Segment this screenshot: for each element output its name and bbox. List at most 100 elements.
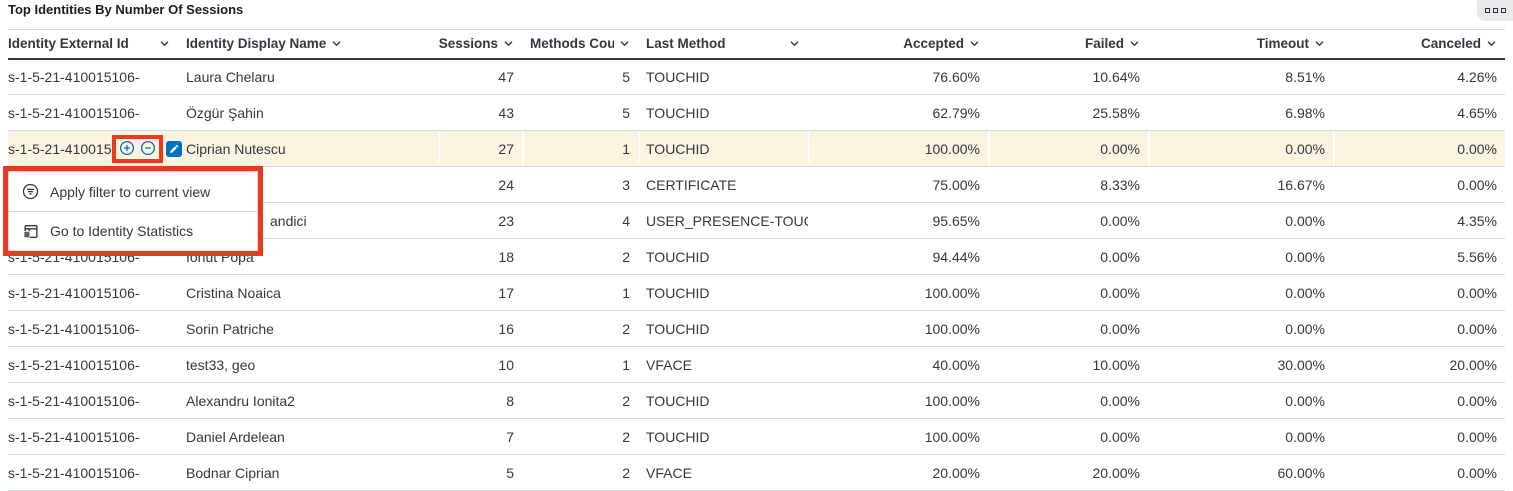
menu-item-identity-statistics[interactable]: Go to Identity Statistics bbox=[9, 211, 257, 250]
column-header-last_method[interactable]: Last Method bbox=[638, 29, 808, 60]
cell-canceled[interactable]: 0.00% bbox=[1333, 382, 1505, 419]
cell-external_id[interactable]: s-1-5-21-410015106- bbox=[8, 58, 178, 95]
cell-accepted[interactable]: 75.00% bbox=[808, 166, 988, 203]
cell-failed[interactable]: 10.64% bbox=[988, 58, 1148, 95]
column-header-methods_count[interactable]: Methods Count bbox=[522, 29, 638, 60]
cell-timeout[interactable]: 0.00% bbox=[1148, 382, 1333, 419]
cell-sessions[interactable]: 8 bbox=[438, 382, 522, 419]
cell-display_name[interactable]: Daniel Ardelean bbox=[178, 418, 438, 455]
cell-display_name[interactable]: Alexandru Ionita2 bbox=[178, 382, 438, 419]
cell-canceled[interactable]: 0.00% bbox=[1333, 418, 1505, 455]
cell-canceled[interactable]: 0.00% bbox=[1333, 454, 1505, 491]
menu-item-apply-filter[interactable]: Apply filter to current view bbox=[9, 172, 257, 211]
cell-last_method[interactable]: TOUCHID bbox=[638, 58, 808, 95]
cell-sessions[interactable]: 23 bbox=[438, 202, 522, 239]
cell-last_method[interactable]: TOUCHID bbox=[638, 382, 808, 419]
cell-timeout[interactable]: 6.98% bbox=[1148, 94, 1333, 131]
cell-external_id[interactable]: s-1-5-21-410015106- bbox=[8, 346, 178, 383]
cell-methods_count[interactable]: 3 bbox=[522, 166, 638, 203]
cell-last_method[interactable]: VFACE bbox=[638, 346, 808, 383]
cell-external_id[interactable]: s-1-5-21-410015106- bbox=[8, 310, 178, 347]
column-header-sessions[interactable]: Sessions bbox=[438, 29, 522, 60]
cell-canceled[interactable]: 20.00% bbox=[1333, 346, 1505, 383]
cell-accepted[interactable]: 94.44% bbox=[808, 238, 988, 275]
cell-methods_count[interactable]: 2 bbox=[522, 382, 638, 419]
cell-canceled[interactable]: 5.56% bbox=[1333, 238, 1505, 275]
cell-methods_count[interactable]: 2 bbox=[522, 310, 638, 347]
cell-sessions[interactable]: 17 bbox=[438, 274, 522, 311]
cell-canceled[interactable]: 0.00% bbox=[1333, 310, 1505, 347]
cell-timeout[interactable]: 30.00% bbox=[1148, 346, 1333, 383]
cell-methods_count[interactable]: 4 bbox=[522, 202, 638, 239]
cell-external_id[interactable]: s-1-5-21-410015106- bbox=[8, 418, 178, 455]
cell-sessions[interactable]: 5 bbox=[438, 454, 522, 491]
cell-external_id[interactable]: s-1-5-21-410015106- bbox=[8, 454, 178, 491]
cell-methods_count[interactable]: 2 bbox=[522, 238, 638, 275]
column-header-accepted[interactable]: Accepted bbox=[808, 29, 988, 60]
cell-accepted[interactable]: 100.00% bbox=[808, 382, 988, 419]
cell-external_id[interactable]: s-1-5-21-410015106- bbox=[8, 382, 178, 419]
cell-methods_count[interactable]: 1 bbox=[522, 130, 638, 167]
cell-methods_count[interactable]: 5 bbox=[522, 58, 638, 95]
cell-timeout[interactable]: 0.00% bbox=[1148, 418, 1333, 455]
cell-display_name[interactable]: Bodnar Ciprian bbox=[178, 454, 438, 491]
cell-sessions[interactable]: 10 bbox=[438, 346, 522, 383]
cell-display_name[interactable]: Laura Chelaru bbox=[178, 58, 438, 95]
cell-last_method[interactable]: USER_PRESENCE-TOUC bbox=[638, 202, 808, 239]
cell-display_name[interactable]: test33, geo bbox=[178, 346, 438, 383]
cell-failed[interactable]: 20.00% bbox=[988, 454, 1148, 491]
cell-accepted[interactable]: 62.79% bbox=[808, 94, 988, 131]
cell-failed[interactable]: 0.00% bbox=[988, 274, 1148, 311]
cell-accepted[interactable]: 100.00% bbox=[808, 274, 988, 311]
cell-failed[interactable]: 10.00% bbox=[988, 346, 1148, 383]
cell-timeout[interactable]: 0.00% bbox=[1148, 274, 1333, 311]
cell-sessions[interactable]: 7 bbox=[438, 418, 522, 455]
cell-accepted[interactable]: 20.00% bbox=[808, 454, 988, 491]
cell-last_method[interactable]: TOUCHID bbox=[638, 418, 808, 455]
cell-accepted[interactable]: 100.00% bbox=[808, 310, 988, 347]
cell-failed[interactable]: 25.58% bbox=[988, 94, 1148, 131]
cell-accepted[interactable]: 100.00% bbox=[808, 130, 988, 167]
cell-sessions[interactable]: 24 bbox=[438, 166, 522, 203]
cell-timeout[interactable]: 0.00% bbox=[1148, 238, 1333, 275]
cell-canceled[interactable]: 0.00% bbox=[1333, 274, 1505, 311]
cell-sessions[interactable]: 47 bbox=[438, 58, 522, 95]
cell-methods_count[interactable]: 1 bbox=[522, 274, 638, 311]
cell-methods_count[interactable]: 5 bbox=[522, 94, 638, 131]
cell-timeout[interactable]: 0.00% bbox=[1148, 130, 1333, 167]
cell-last_method[interactable]: VFACE bbox=[638, 454, 808, 491]
cell-failed[interactable]: 0.00% bbox=[988, 310, 1148, 347]
filter-for-value-button[interactable] bbox=[119, 140, 135, 157]
cell-sessions[interactable]: 16 bbox=[438, 310, 522, 347]
column-header-failed[interactable]: Failed bbox=[988, 29, 1148, 60]
cell-canceled[interactable]: 0.00% bbox=[1333, 130, 1505, 167]
cell-display_name[interactable]: Ciprian Nutescu bbox=[178, 130, 438, 167]
cell-failed[interactable]: 0.00% bbox=[988, 238, 1148, 275]
cell-external_id[interactable]: s-1-5-21-410015106- bbox=[8, 94, 178, 131]
cell-accepted[interactable]: 100.00% bbox=[808, 418, 988, 455]
cell-display_name[interactable]: Cristina Noaica bbox=[178, 274, 438, 311]
cell-accepted[interactable]: 95.65% bbox=[808, 202, 988, 239]
cell-failed[interactable]: 8.33% bbox=[988, 166, 1148, 203]
column-header-canceled[interactable]: Canceled bbox=[1333, 29, 1505, 60]
cell-display_name[interactable]: Sorin Patriche bbox=[178, 310, 438, 347]
filter-out-value-button[interactable] bbox=[140, 140, 156, 157]
cell-last_method[interactable]: TOUCHID bbox=[638, 310, 808, 347]
edit-cell-button[interactable] bbox=[166, 141, 182, 157]
cell-accepted[interactable]: 76.60% bbox=[808, 58, 988, 95]
cell-accepted[interactable]: 40.00% bbox=[808, 346, 988, 383]
cell-timeout[interactable]: 0.00% bbox=[1148, 310, 1333, 347]
cell-timeout[interactable]: 0.00% bbox=[1148, 202, 1333, 239]
cell-sessions[interactable]: 27 bbox=[438, 130, 522, 167]
cell-last_method[interactable]: TOUCHID bbox=[638, 130, 808, 167]
cell-canceled[interactable]: 4.35% bbox=[1333, 202, 1505, 239]
cell-external_id[interactable]: s-1-5-21-410015106- bbox=[8, 274, 178, 311]
cell-timeout[interactable]: 8.51% bbox=[1148, 58, 1333, 95]
column-header-timeout[interactable]: Timeout bbox=[1148, 29, 1333, 60]
cell-failed[interactable]: 0.00% bbox=[988, 130, 1148, 167]
cell-display_name[interactable]: Özgür Şahin bbox=[178, 94, 438, 131]
cell-last_method[interactable]: TOUCHID bbox=[638, 238, 808, 275]
column-header-external_id[interactable]: Identity External Id bbox=[8, 29, 178, 60]
cell-last_method[interactable]: CERTIFICATE bbox=[638, 166, 808, 203]
cell-timeout[interactable]: 16.67% bbox=[1148, 166, 1333, 203]
